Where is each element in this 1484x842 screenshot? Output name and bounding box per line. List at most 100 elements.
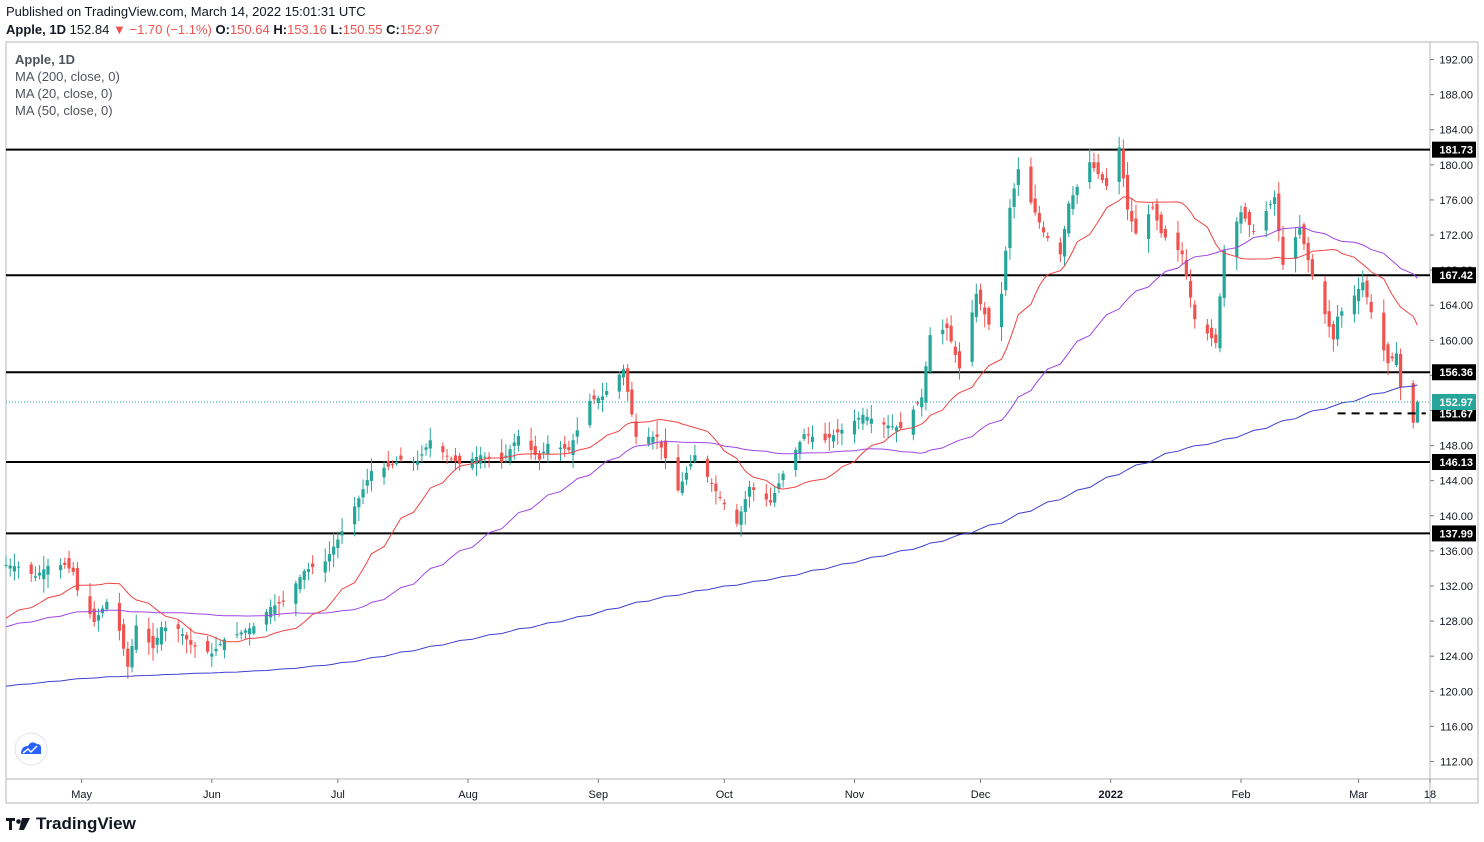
candle [861, 407, 865, 431]
candle-body [416, 461, 420, 465]
candle-body [1222, 249, 1226, 298]
candle [894, 425, 899, 443]
candle [588, 393, 592, 429]
candle-body [1134, 218, 1138, 234]
candle-body [655, 434, 659, 437]
candle-body [1071, 195, 1075, 210]
candle [621, 364, 626, 386]
legend-title: Apple, 1D [15, 52, 75, 67]
high-label: H: [273, 22, 288, 37]
last-price-label-bg [1432, 393, 1476, 410]
tradingview-footer[interactable]: TradingView [6, 814, 136, 834]
candle-body [567, 447, 571, 450]
candle [718, 490, 722, 501]
candle-body [945, 323, 949, 329]
candle-body [1037, 212, 1041, 223]
candle [206, 635, 210, 654]
candle-body [252, 626, 256, 634]
candle [693, 444, 697, 464]
candle [739, 505, 743, 537]
candle-body [180, 634, 185, 636]
candle [1382, 299, 1386, 362]
candle [487, 452, 491, 468]
level-label: 146.13 [1439, 457, 1473, 469]
candle-body [1184, 260, 1188, 276]
candle-body [63, 562, 67, 565]
x-tick-label: Mar [1349, 789, 1368, 801]
candle-body [353, 506, 357, 525]
candle-body [861, 414, 865, 424]
candle-body [386, 460, 390, 467]
candle-body [42, 569, 46, 580]
candle-body [810, 436, 815, 443]
candle [1415, 400, 1419, 424]
candle [218, 640, 222, 647]
candle-body [882, 422, 886, 425]
candle-body [1361, 282, 1365, 291]
level-label-bg [1432, 525, 1476, 542]
level-label: 137.99 [1439, 528, 1473, 540]
candle-body [122, 624, 126, 649]
candle [680, 472, 684, 496]
candle [1277, 182, 1281, 242]
candle [1037, 205, 1041, 229]
y-tick-label: 124.00 [1439, 651, 1473, 663]
candle [869, 404, 873, 434]
candle-body [949, 325, 953, 342]
candle-body [390, 464, 395, 466]
candle-body [264, 611, 269, 625]
x-tick-label: Jul [331, 789, 345, 801]
candle-body [722, 502, 726, 505]
candle-body [508, 449, 512, 462]
candle-body [831, 435, 836, 442]
candle-body [46, 565, 50, 575]
candle [1340, 307, 1344, 328]
candle [1130, 198, 1134, 233]
candle [1306, 237, 1310, 273]
candle-body [710, 483, 714, 485]
candle [1125, 162, 1130, 221]
candle [1193, 300, 1197, 329]
candle [33, 566, 38, 582]
candle-body [823, 433, 827, 441]
candle [63, 557, 67, 569]
candle [1008, 199, 1012, 260]
candle-body [424, 447, 428, 450]
ma200-line [5, 384, 1418, 687]
candle-body [857, 417, 861, 420]
candle [663, 428, 668, 470]
candle-body [105, 601, 109, 610]
ma50-line [5, 226, 1418, 628]
candle [752, 482, 756, 502]
candle [193, 641, 197, 659]
candle-body [1293, 237, 1298, 259]
candle-body [836, 429, 840, 433]
candle-body [1264, 210, 1268, 231]
candle-body [1239, 212, 1243, 224]
candle [1075, 184, 1079, 205]
candle-body [571, 440, 575, 456]
tv-cloud-icon[interactable] [14, 732, 48, 766]
candle [269, 599, 273, 625]
candle-body [1306, 242, 1310, 261]
candle [546, 435, 550, 463]
candle [302, 568, 306, 590]
candle [500, 439, 504, 469]
candle [957, 342, 962, 380]
candle [369, 458, 374, 492]
candle [239, 630, 243, 640]
candle [1134, 204, 1138, 236]
candle-body [126, 648, 130, 667]
candle-body [176, 624, 180, 629]
open-label: O: [215, 22, 230, 37]
candle [340, 518, 344, 544]
candle-body [941, 329, 945, 335]
candle-body [596, 397, 600, 403]
candle-body [269, 607, 273, 618]
candle [794, 447, 798, 477]
candle-body [1096, 162, 1100, 175]
x-tick-label: 18 [1424, 789, 1436, 801]
candle [1356, 277, 1361, 315]
down-arrow-icon: ▼ [112, 22, 126, 37]
